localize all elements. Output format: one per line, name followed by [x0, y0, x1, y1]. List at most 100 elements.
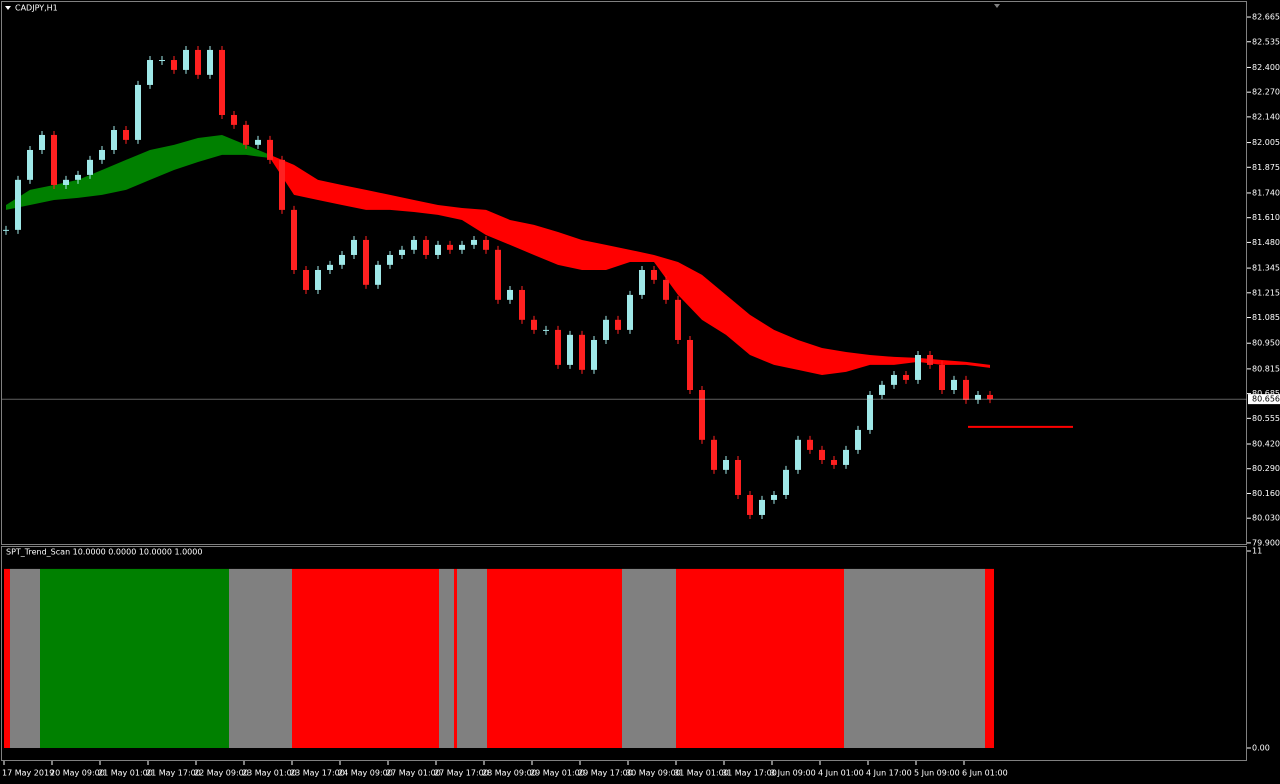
x-tick-label: 24 May 09:00: [338, 769, 393, 778]
y-tick-label: 82.665: [1252, 13, 1280, 22]
candle: [351, 239, 357, 255]
x-tick-label: 5 Jun 09:00: [914, 769, 960, 778]
candle: [291, 209, 297, 270]
x-tick-label: 27 May 01:00: [386, 769, 441, 778]
candle: [183, 49, 189, 70]
trend-segment: [292, 568, 439, 748]
candle: [3, 229, 9, 231]
candle: [123, 130, 129, 140]
ma-band: [510, 219, 534, 255]
y-tick-label: 79.900: [1252, 538, 1280, 547]
trend-segment: [457, 568, 487, 748]
candle: [147, 60, 153, 85]
ma-band: [534, 224, 558, 265]
ma-band: [126, 149, 150, 190]
x-tick-label: 22 May 09:00: [194, 769, 249, 778]
x-tick-label: 29 May 17:00: [578, 769, 633, 778]
candle: [399, 249, 405, 255]
candle: [15, 179, 21, 230]
current-price-box: [1248, 394, 1280, 405]
y-tick-label: 81.085: [1252, 313, 1280, 322]
x-tick-label: 27 May 17:00: [434, 769, 489, 778]
ma-band: [342, 184, 366, 210]
candle: [87, 159, 93, 175]
candle: [987, 394, 993, 400]
candle: [51, 134, 57, 185]
candle: [831, 459, 837, 465]
candle: [615, 319, 621, 330]
ma-band: [942, 359, 966, 365]
candle: [219, 49, 225, 115]
trend-segment: [985, 568, 994, 748]
y-tick-label: 11: [1252, 547, 1262, 556]
candle: [867, 394, 873, 430]
x-tick-label: 6 Jun 01:00: [962, 769, 1008, 778]
y-tick-label: 80.555: [1252, 414, 1280, 423]
x-tick-label: 29 May 01:00: [530, 769, 585, 778]
candle: [195, 49, 201, 75]
candle: [75, 174, 81, 180]
shift-marker: [994, 4, 1000, 8]
x-tick-label: 4 Jun 17:00: [866, 769, 912, 778]
trend-segment: [454, 568, 457, 748]
candle: [363, 239, 369, 285]
candle: [471, 239, 477, 245]
ma-band: [54, 179, 78, 200]
candle: [243, 124, 249, 145]
y-tick-label: 80.685: [1252, 389, 1280, 398]
ma-band: [366, 189, 390, 210]
ma-band: [222, 134, 246, 155]
menu-arrow[interactable]: [5, 6, 11, 10]
y-tick-label: 82.140: [1252, 112, 1280, 121]
trend-segment: [487, 568, 622, 748]
ma-band: [894, 356, 918, 365]
x-tick-label: 17 May 2019: [2, 769, 54, 778]
candle: [819, 449, 825, 460]
trend-segment: [10, 568, 40, 748]
candle: [771, 494, 777, 500]
y-tick-label: 81.215: [1252, 288, 1280, 297]
y-tick-label: 81.345: [1252, 264, 1280, 273]
trend-segment: [676, 568, 844, 748]
y-tick-label: 80.290: [1252, 464, 1280, 473]
candle: [723, 459, 729, 470]
trend-segment: [622, 568, 676, 748]
trend-segment: [439, 568, 454, 748]
candle: [663, 279, 669, 300]
ma-band: [558, 231, 582, 270]
candle: [555, 329, 561, 365]
ma-band: [726, 294, 750, 356]
y-tick-label: 82.400: [1252, 63, 1280, 72]
current-price-label: 80.656: [1252, 395, 1280, 404]
candle: [159, 60, 165, 62]
candle: [111, 130, 117, 150]
ma-band: [174, 137, 198, 170]
candle: [387, 254, 393, 265]
y-tick-label: 81.875: [1252, 163, 1280, 172]
candle: [735, 459, 741, 495]
x-tick-label: 31 May 01:00: [674, 769, 729, 778]
ma-band: [414, 199, 438, 215]
candle: [915, 355, 921, 380]
ma-band: [798, 339, 822, 375]
ma-band: [582, 239, 606, 270]
x-tick-label: 21 May 01:00: [98, 769, 153, 778]
candle: [795, 439, 801, 470]
ma-band: [702, 274, 726, 335]
candle: [171, 60, 177, 70]
y-tick-label: 80.030: [1252, 514, 1280, 523]
ma-band: [678, 261, 702, 320]
candle: [903, 374, 909, 380]
ma-band: [630, 249, 654, 262]
candle: [495, 249, 501, 300]
candle: [63, 179, 69, 185]
ma-band: [102, 159, 126, 195]
price-panel-border: [1, 1, 1247, 545]
candle: [579, 334, 585, 370]
candle: [807, 439, 813, 450]
ma-band: [870, 355, 894, 365]
indicator-panel-border: [1, 546, 1247, 761]
candle: [747, 494, 753, 515]
candle: [675, 299, 681, 340]
candle: [279, 159, 285, 210]
